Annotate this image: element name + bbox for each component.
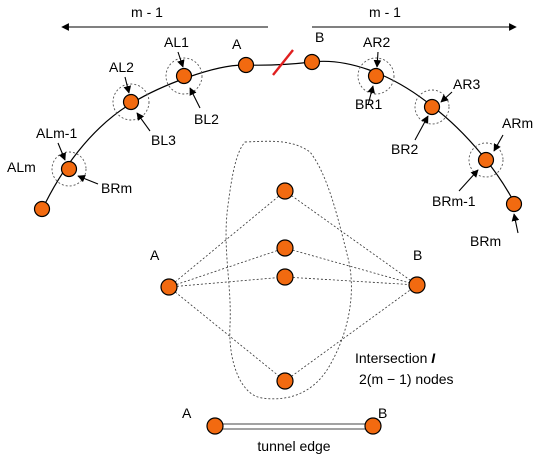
ring-label-arm: ARm bbox=[502, 115, 533, 131]
leader-ar2 bbox=[373, 51, 382, 68]
intersection-region bbox=[225, 140, 352, 400]
halo-arm bbox=[468, 142, 504, 178]
tunnel-node-a bbox=[206, 417, 224, 435]
ring-node-brm bbox=[505, 195, 523, 213]
leader-ar3 bbox=[440, 91, 453, 103]
ring-arc bbox=[41, 60, 516, 211]
ring-nodes bbox=[33, 53, 523, 218]
ring-label-ar2: AR2 bbox=[363, 34, 390, 50]
ring-label-brm-1: BRm-1 bbox=[432, 193, 476, 209]
leader-arm bbox=[493, 134, 504, 152]
tunnel-label-b: B bbox=[378, 405, 387, 421]
tunnel-label-a: A bbox=[182, 405, 192, 421]
leader-brm bbox=[511, 213, 520, 234]
ring-node-b bbox=[303, 53, 321, 71]
wire-a-3 bbox=[168, 276, 286, 288]
ring-label-ar3: AR3 bbox=[453, 76, 480, 92]
leader-alm-1 bbox=[57, 142, 66, 161]
wire-b-1 bbox=[284, 190, 418, 286]
leader-br2 bbox=[414, 115, 429, 141]
ring-label-bl3: BL3 bbox=[151, 132, 176, 148]
tunnel-caption: tunnel edge bbox=[257, 438, 330, 454]
halo-ar3 bbox=[414, 89, 450, 125]
span-left-label: m - 1 bbox=[131, 4, 163, 20]
ring-label-br2: BR2 bbox=[391, 141, 418, 157]
ring-label-brm-left: BRm bbox=[101, 180, 132, 196]
intersection-node-1 bbox=[276, 182, 294, 200]
ring-node-ar2 bbox=[367, 67, 385, 85]
leader-bl3 bbox=[136, 112, 151, 132]
intersection-title-prefix: Intersection bbox=[355, 350, 431, 366]
ring-label-brm: BRm bbox=[470, 233, 501, 249]
intersection-title-symbol: I bbox=[431, 350, 436, 366]
ring-label-a: A bbox=[232, 36, 242, 52]
intersection-node-count: 2(m − 1) nodes bbox=[359, 371, 454, 387]
leader-brm-left bbox=[77, 174, 99, 185]
span-indicator-right: m - 1 bbox=[312, 4, 517, 31]
intersection-label-a: A bbox=[150, 247, 160, 263]
ring-node-al1 bbox=[175, 67, 193, 85]
wire-a-1 bbox=[168, 190, 286, 288]
halo-al1 bbox=[165, 57, 203, 95]
ring-label-alm: ALm bbox=[7, 159, 36, 175]
tunnel-node-b bbox=[364, 417, 382, 435]
intersection-node-2 bbox=[276, 239, 294, 257]
intersection-node-b bbox=[408, 276, 426, 294]
wire-a-2 bbox=[168, 247, 286, 288]
cut-marker bbox=[272, 49, 294, 76]
leader-br1 bbox=[367, 85, 375, 106]
intersection-label-b: B bbox=[413, 247, 422, 263]
leader-al1 bbox=[177, 51, 185, 68]
span-indicator-left: m - 1 bbox=[61, 4, 268, 31]
span-right-label: m - 1 bbox=[369, 4, 401, 20]
ring-node-al2 bbox=[122, 93, 140, 111]
ring-node-a bbox=[237, 56, 255, 74]
ring-label-b: B bbox=[315, 29, 324, 45]
ring-label-alm-1: ALm-1 bbox=[36, 125, 77, 141]
halo-alm-1 bbox=[51, 151, 87, 187]
ring-node-alm-1 bbox=[60, 160, 78, 178]
intersection-title: Intersection I bbox=[355, 350, 436, 366]
halo-ar2 bbox=[357, 57, 395, 95]
ring-label-al2: AL2 bbox=[109, 59, 134, 75]
leader-al2 bbox=[123, 76, 132, 94]
intersection-node-a bbox=[160, 278, 178, 296]
ring-label-bl2: BL2 bbox=[194, 111, 219, 127]
leader-bl2 bbox=[189, 87, 201, 109]
ring-node-alm bbox=[33, 200, 51, 218]
ring-node-arm bbox=[477, 151, 495, 169]
wire-b-2 bbox=[284, 247, 418, 286]
halo-al2 bbox=[112, 83, 150, 121]
ring-node-ar3 bbox=[423, 98, 441, 116]
wire-b-4 bbox=[284, 284, 418, 382]
intersection-node-3 bbox=[276, 268, 294, 286]
intersection-node-4 bbox=[276, 372, 294, 390]
intersection-wires bbox=[168, 190, 418, 382]
ring-label-al1: AL1 bbox=[164, 34, 189, 50]
leader-brm-1 bbox=[458, 169, 479, 192]
wire-a-4 bbox=[168, 286, 286, 382]
